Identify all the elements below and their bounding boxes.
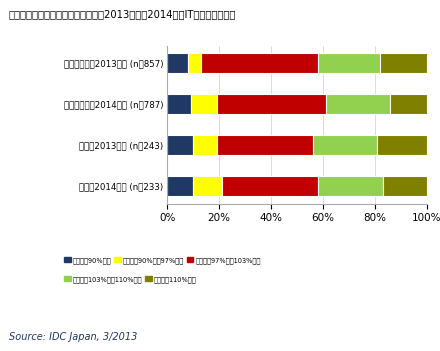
Bar: [390, 94, 427, 114]
Bar: [312, 135, 378, 155]
Bar: [193, 135, 216, 155]
Bar: [326, 94, 390, 114]
Bar: [222, 176, 318, 197]
Bar: [383, 176, 427, 197]
Bar: [201, 53, 318, 73]
Text: 中堅中小企業および大企業における2013年度〜2014年度IT支出予算増減率: 中堅中小企業および大企業における2013年度〜2014年度IT支出予算増減率: [9, 9, 236, 19]
Bar: [318, 53, 380, 73]
Bar: [167, 176, 193, 197]
Bar: [167, 53, 188, 73]
Bar: [188, 53, 201, 73]
Bar: [167, 135, 193, 155]
Bar: [193, 176, 222, 197]
Bar: [318, 176, 383, 197]
Text: Source: IDC Japan, 3/2013: Source: IDC Japan, 3/2013: [9, 332, 137, 342]
Bar: [380, 53, 427, 73]
Legend: 前年度比103%以上110%未満, 前年度比110%以上: 前年度比103%以上110%未満, 前年度比110%以上: [62, 273, 199, 285]
Bar: [216, 94, 326, 114]
Bar: [191, 94, 216, 114]
Bar: [216, 135, 312, 155]
Bar: [378, 135, 427, 155]
Bar: [167, 94, 191, 114]
